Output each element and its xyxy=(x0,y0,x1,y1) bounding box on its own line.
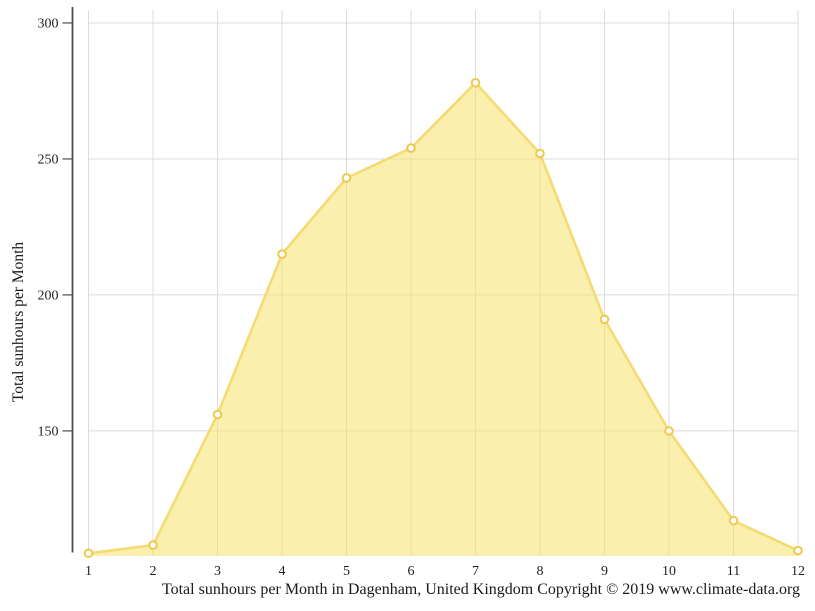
data-point-marker xyxy=(599,314,610,325)
x-tick-label: 11 xyxy=(727,564,740,579)
y-tick-label: 300 xyxy=(38,16,59,31)
x-tick-label: 2 xyxy=(150,564,157,579)
data-point-marker xyxy=(728,515,739,526)
x-tick-label: 10 xyxy=(662,564,676,579)
data-point-marker xyxy=(83,548,94,559)
y-tick-label: 150 xyxy=(38,424,59,439)
x-tick-label: 4 xyxy=(279,564,286,579)
x-tick-label: 9 xyxy=(601,564,608,579)
x-tick-label: 12 xyxy=(791,564,805,579)
data-point-marker xyxy=(148,540,158,550)
area-fill xyxy=(88,82,798,556)
y-axis-label: Total sunhours per Month xyxy=(10,241,27,403)
y-tick-label: 250 xyxy=(38,152,59,167)
data-point-marker xyxy=(535,148,545,159)
data-point-marker xyxy=(793,545,803,556)
x-tick-label: 6 xyxy=(408,564,415,579)
data-point-marker xyxy=(212,409,223,420)
data-point-marker xyxy=(341,173,352,183)
data-point-marker xyxy=(470,77,481,88)
data-point-marker xyxy=(406,143,416,153)
x-tick-label: 8 xyxy=(537,564,544,579)
chart-caption: Total sunhours per Month in Dagenham, Un… xyxy=(161,581,800,598)
data-point-marker xyxy=(664,426,674,436)
x-tick-label: 5 xyxy=(343,564,350,579)
x-tick-label: 1 xyxy=(85,564,92,579)
x-tick-label: 3 xyxy=(214,564,221,579)
y-tick-label: 200 xyxy=(38,288,59,303)
data-point-marker xyxy=(277,249,287,259)
trend-line xyxy=(87,81,800,555)
x-tick-label: 7 xyxy=(472,564,479,579)
